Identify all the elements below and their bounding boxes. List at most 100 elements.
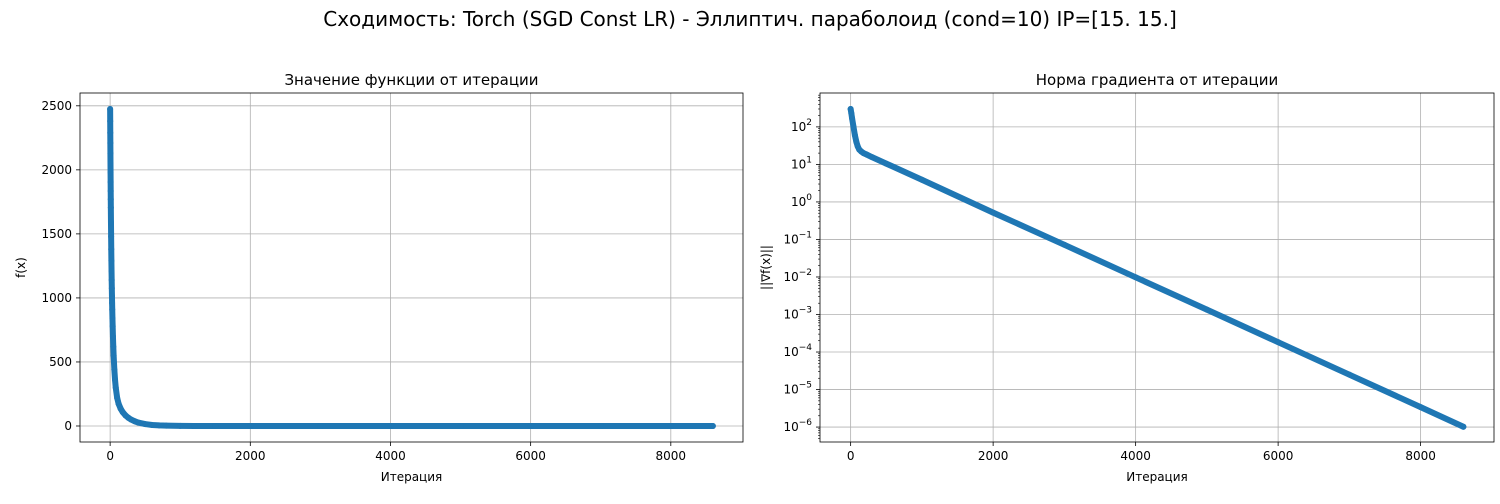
y-axis-label: ||∇f(x)||: [759, 245, 773, 290]
data-point: [163, 422, 170, 429]
y-axis-label: f(x): [14, 257, 28, 278]
y-tick-label-exponent: −3: [799, 306, 812, 316]
y-tick-label-base: 10: [783, 345, 798, 359]
data-point: [1346, 371, 1353, 378]
y-tick-label-base: 10: [791, 120, 806, 134]
y-tick-label-exponent: 2: [806, 118, 812, 128]
y-tick-label-base: 10: [783, 420, 798, 434]
data-point: [1132, 274, 1139, 281]
data-point: [109, 333, 116, 340]
series-line: [847, 105, 1467, 430]
x-tick-label: 8000: [656, 449, 687, 463]
y-tick-label: 101: [791, 155, 812, 171]
y-tick-label: 1000: [41, 291, 72, 305]
y-tick-label-base: 10: [783, 232, 798, 246]
data-point: [918, 176, 925, 183]
y-tick-label-base: 10: [783, 270, 798, 284]
data-point: [107, 169, 114, 176]
data-point: [110, 343, 117, 350]
data-point: [109, 323, 116, 330]
data-point: [108, 268, 115, 275]
axes-frame: [79, 92, 744, 443]
y-tick-label: 500: [49, 355, 72, 369]
x-tick-label: 2000: [978, 449, 1009, 463]
data-point: [149, 421, 156, 428]
data-point: [191, 422, 198, 429]
data-point: [1061, 241, 1068, 248]
data-point: [107, 118, 114, 125]
y-tick-label-exponent: −2: [799, 268, 812, 278]
data-point: [108, 233, 115, 240]
data-point: [108, 246, 115, 253]
data-point: [597, 422, 604, 429]
data-point: [156, 422, 163, 429]
data-point: [109, 315, 116, 322]
y-tick-label: 100: [791, 193, 812, 209]
data-point: [848, 110, 855, 117]
y-tick-label-exponent: −1: [799, 230, 812, 240]
data-point: [849, 115, 856, 122]
data-point: [107, 204, 114, 211]
data-point: [1203, 306, 1210, 313]
x-tick-label: 2000: [235, 449, 266, 463]
y-tick-label: 10−2: [783, 268, 812, 284]
x-tick-label: 4000: [1120, 449, 1151, 463]
data-point: [527, 422, 534, 429]
axes-frame: [819, 92, 1495, 443]
data-point: [853, 138, 860, 145]
data-point: [142, 421, 149, 428]
data-point: [107, 160, 114, 167]
y-tick-label-base: 10: [791, 157, 806, 171]
y-tick-label-exponent: −6: [799, 418, 813, 428]
data-point: [114, 394, 121, 401]
y-tick-label: 10−4: [783, 343, 812, 359]
x-tick-label: 8000: [1405, 449, 1436, 463]
data-point: [109, 300, 116, 307]
data-point: [110, 352, 117, 359]
data-point: [457, 422, 464, 429]
data-point: [212, 422, 219, 429]
x-axis-label: Итерация: [1126, 470, 1188, 484]
y-tick-label: 102: [791, 118, 812, 134]
y-tick-label: 1500: [41, 227, 72, 241]
data-point: [850, 123, 857, 130]
data-point: [112, 384, 119, 391]
data-point: [177, 422, 184, 429]
data-point: [115, 400, 122, 407]
data-point: [109, 306, 116, 313]
data-point: [108, 257, 115, 264]
data-point: [387, 422, 394, 429]
data-point: [107, 187, 114, 194]
x-tick-label: 6000: [1263, 449, 1294, 463]
y-tick-label: 10−1: [783, 230, 812, 246]
data-point: [247, 422, 254, 429]
x-tick-label: 0: [847, 449, 855, 463]
y-tick-label-base: 10: [791, 195, 806, 209]
y-tick-label: 0: [64, 419, 72, 433]
plot-area: [80, 93, 743, 442]
data-point: [869, 154, 876, 161]
data-point: [1275, 339, 1282, 346]
y-tick-label: 10−6: [783, 418, 812, 434]
x-tick-label: 4000: [375, 449, 406, 463]
x-tick-label: 0: [106, 449, 114, 463]
data-point: [990, 209, 997, 216]
data-point: [107, 129, 114, 136]
y-tick-label-exponent: −4: [799, 343, 813, 353]
data-point: [667, 422, 674, 429]
plot-area: [820, 93, 1494, 442]
subplot-title: Значение функции от итерации: [284, 71, 538, 89]
data-point: [112, 376, 119, 383]
y-tick-label: 2500: [41, 99, 72, 113]
data-point: [107, 150, 114, 157]
data-point: [1417, 404, 1424, 411]
y-tick-label-exponent: 1: [806, 155, 812, 165]
data-point: [883, 160, 890, 167]
y-tick-label-exponent: −5: [799, 381, 812, 391]
data-point: [108, 276, 115, 283]
data-point: [111, 366, 118, 373]
subplot-gradient-norm: 0 2000 4000 6000 800010−610−510−410−310−210−…: [759, 71, 1495, 484]
data-point: [851, 132, 858, 139]
